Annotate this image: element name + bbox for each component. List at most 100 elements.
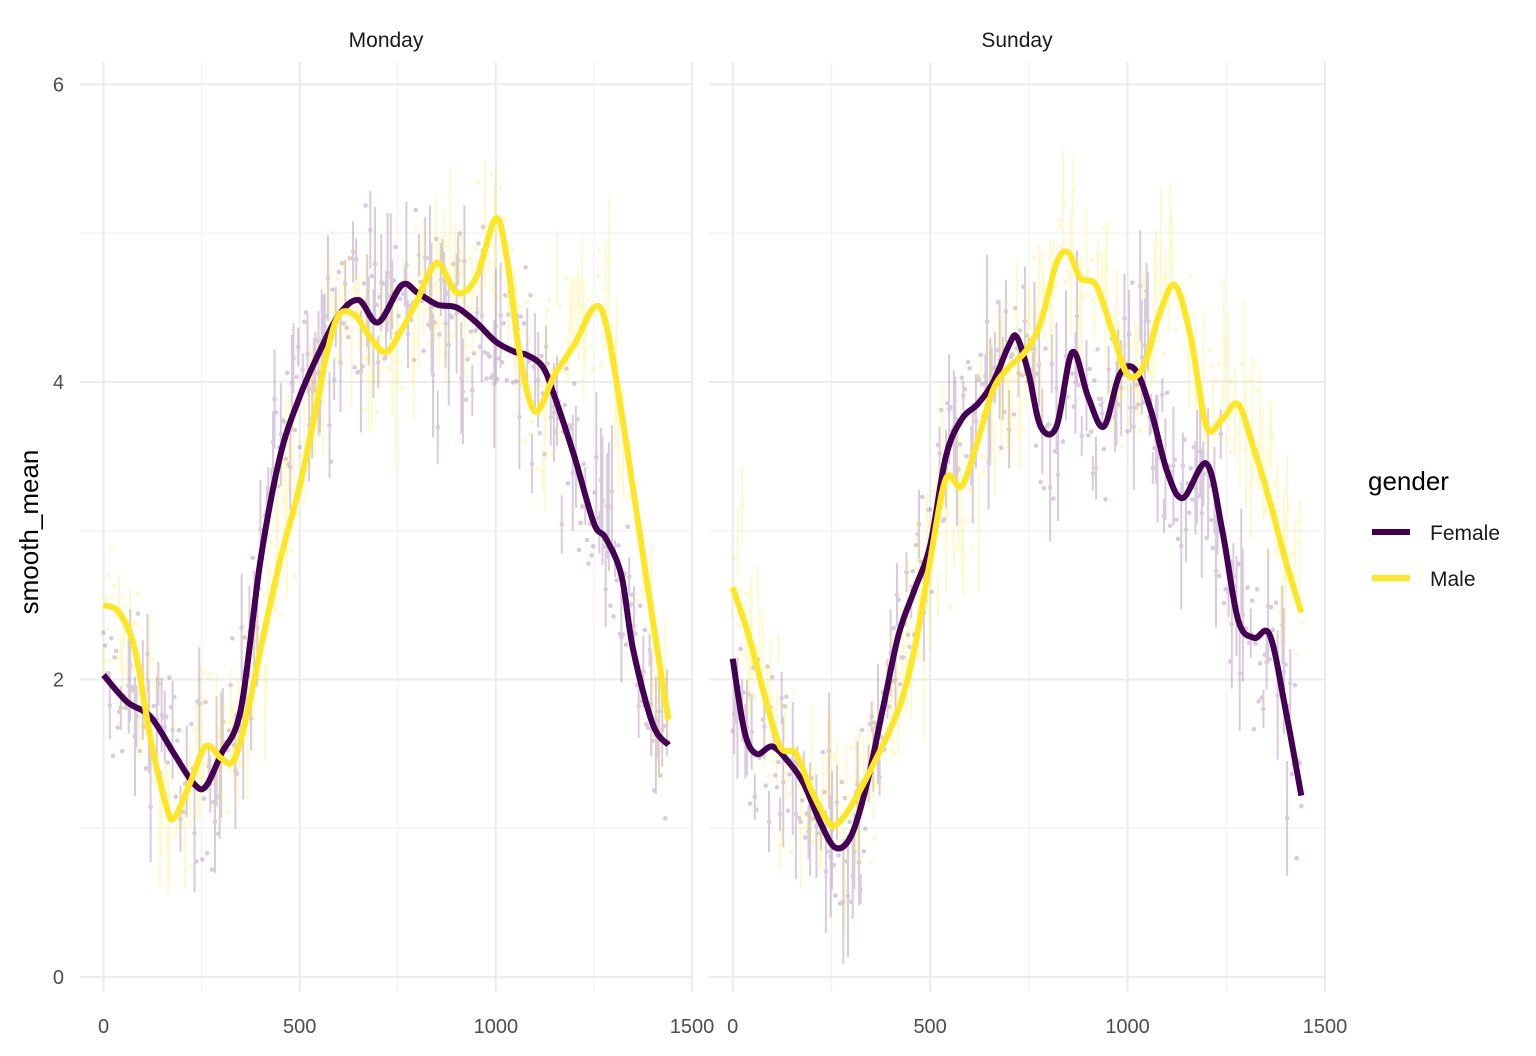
raw-point [1076, 330, 1081, 336]
raw-point [1032, 254, 1037, 260]
raw-point [1035, 371, 1040, 377]
raw-point [542, 449, 547, 455]
raw-point [113, 648, 119, 654]
raw-point [443, 351, 448, 356]
raw-point [814, 823, 819, 829]
raw-point [598, 477, 604, 483]
raw-point [913, 542, 919, 548]
raw-point [642, 627, 648, 633]
raw-point [581, 339, 587, 344]
raw-point [138, 723, 144, 728]
raw-point [335, 276, 340, 281]
raw-point [346, 334, 351, 340]
raw-point [201, 796, 207, 801]
raw-point [1065, 394, 1070, 399]
raw-point [1292, 550, 1298, 556]
raw-point [593, 454, 599, 460]
raw-point [973, 419, 979, 424]
raw-point [193, 724, 199, 730]
raw-point [176, 818, 182, 823]
raw-point [327, 295, 332, 301]
raw-point [284, 370, 290, 376]
raw-point [777, 812, 783, 817]
raw-point [454, 311, 459, 316]
raw-point [791, 759, 797, 764]
raw-point [965, 359, 971, 365]
raw-point [504, 294, 510, 300]
raw-point [828, 768, 833, 774]
raw-point [1267, 657, 1273, 662]
raw-point [239, 761, 244, 767]
raw-point [550, 451, 555, 457]
raw-point [590, 544, 596, 549]
raw-point [255, 630, 260, 635]
raw-point [1250, 598, 1255, 603]
legend-label-male: Male [1430, 568, 1476, 591]
raw-points-male [730, 148, 1304, 939]
raw-point [212, 780, 218, 785]
raw-point [886, 704, 892, 710]
raw-point [509, 246, 514, 251]
raw-point [1289, 771, 1295, 777]
raw-point [755, 582, 761, 587]
raw-point [859, 855, 865, 861]
raw-point [358, 369, 364, 374]
raw-point [761, 724, 767, 729]
raw-point [810, 840, 816, 845]
raw-point [240, 759, 246, 765]
raw-point [477, 344, 483, 350]
raw-point [217, 794, 222, 800]
raw-point [551, 410, 557, 415]
raw-point [377, 294, 383, 300]
x-tick-label: 1500 [1303, 1016, 1348, 1038]
raw-point [1085, 268, 1091, 273]
raw-point [424, 255, 430, 261]
raw-point [1099, 272, 1105, 278]
raw-point [975, 374, 980, 379]
raw-point [976, 528, 982, 533]
raw-point [798, 819, 803, 825]
raw-point [1152, 445, 1157, 451]
raw-point [637, 603, 643, 609]
raw-point [112, 655, 117, 660]
raw-point [430, 372, 436, 378]
raw-point [806, 829, 811, 834]
raw-point [872, 720, 878, 725]
raw-point [1019, 372, 1025, 377]
raw-point [378, 280, 384, 285]
raw-point [1008, 423, 1013, 428]
raw-point [859, 727, 865, 733]
raw-point [1117, 402, 1122, 408]
raw-point [1114, 401, 1119, 406]
raw-point [603, 586, 608, 592]
raw-point [477, 294, 483, 300]
raw-point [207, 671, 213, 676]
raw-point [480, 284, 486, 290]
raw-point [1186, 510, 1192, 515]
raw-point [900, 663, 906, 669]
raw-point [479, 313, 485, 318]
raw-point [820, 749, 826, 755]
raw-point [303, 310, 309, 315]
raw-point [393, 244, 398, 250]
raw-point [250, 555, 255, 561]
raw-point [1032, 346, 1037, 352]
raw-point [548, 367, 554, 372]
raw-point [526, 339, 532, 344]
raw-point [1237, 670, 1243, 676]
raw-point [513, 379, 519, 384]
raw-point [382, 356, 387, 361]
raw-point [861, 755, 867, 761]
raw-point [302, 319, 307, 325]
raw-point [776, 647, 781, 652]
raw-point [1160, 392, 1165, 398]
raw-point [731, 555, 737, 560]
raw-point [1178, 543, 1184, 549]
raw-point [410, 357, 415, 362]
raw-point [1046, 422, 1051, 427]
raw-point [1016, 370, 1021, 376]
raw-point [347, 256, 353, 261]
raw-point [840, 899, 846, 904]
raw-point [203, 670, 208, 675]
raw-point [760, 717, 766, 722]
